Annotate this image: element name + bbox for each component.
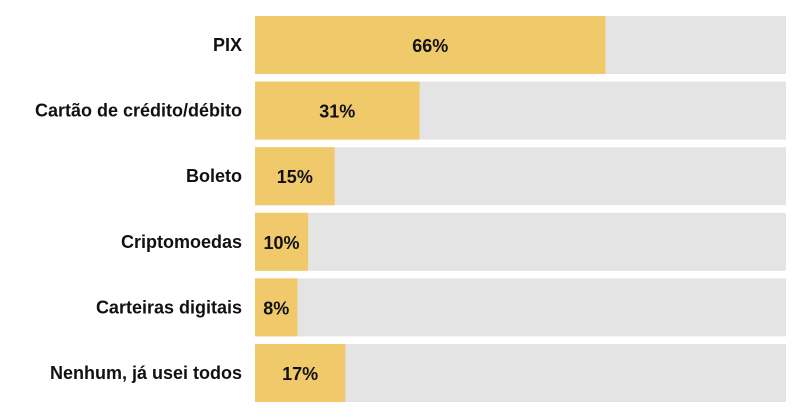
value-label: 8% [263, 298, 289, 318]
bar-track [255, 147, 786, 206]
bar-track [255, 212, 786, 271]
category-label: Nenhum, já usei todos [50, 363, 242, 383]
category-label: Cartão de crédito/débito [35, 101, 242, 121]
value-label: 31% [319, 102, 355, 122]
value-label: 17% [282, 364, 318, 384]
bar-track [255, 278, 786, 337]
category-label: Carteiras digitais [96, 297, 242, 317]
bar [255, 16, 606, 74]
category-label: Boleto [186, 166, 242, 186]
category-label: Criptomoedas [121, 232, 242, 252]
value-label: 66% [412, 36, 448, 56]
bar [255, 81, 420, 140]
bar [255, 344, 346, 402]
value-label: 15% [277, 167, 313, 187]
bar [255, 212, 309, 271]
value-label: 10% [264, 233, 300, 253]
bar [255, 147, 335, 206]
bar [255, 278, 298, 337]
category-label: PIX [213, 35, 242, 55]
